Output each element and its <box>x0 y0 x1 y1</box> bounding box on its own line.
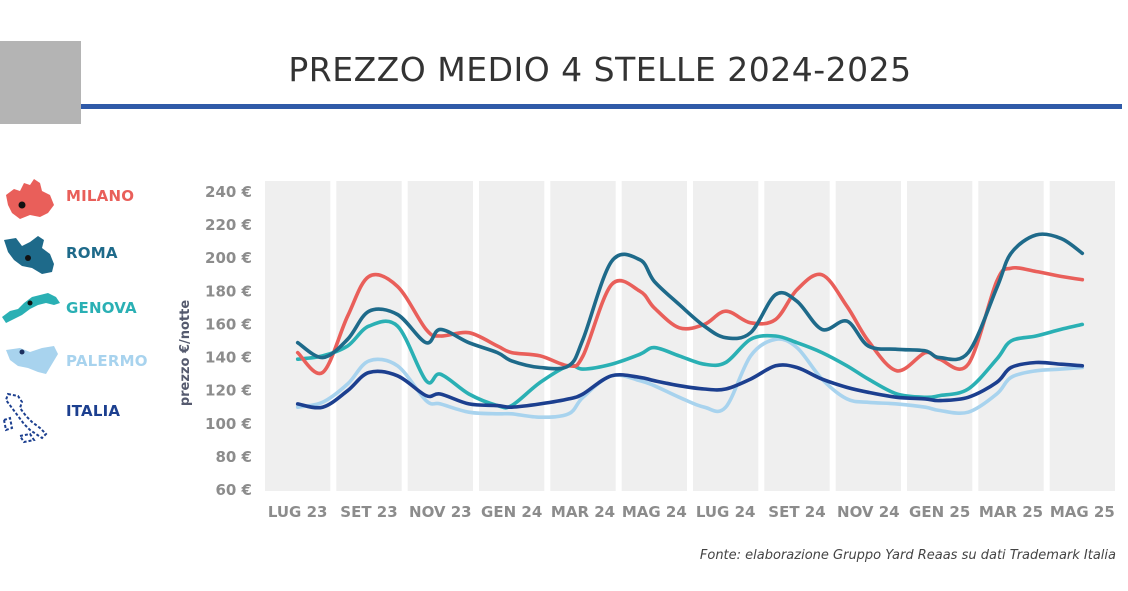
series-lines <box>295 232 1085 419</box>
legend-item-palermo: PALERMO <box>0 340 170 384</box>
x-tick-label: MAR 24 <box>551 503 615 521</box>
y-tick-label: 180 € <box>205 282 252 300</box>
x-tick-label: SET 23 <box>340 503 397 521</box>
palermo-map-icon <box>6 346 58 374</box>
x-tick-label: MAR 25 <box>979 503 1043 521</box>
legend-item-roma: ROMA <box>0 232 170 276</box>
roma-map-icon <box>4 236 54 274</box>
plot-background <box>265 181 1115 491</box>
milano-map-icon <box>6 179 54 219</box>
x-axis-ticks: LUG 23 SET 23 NOV 23 GEN 24 MAR 24 MAG 24 LUG … <box>268 503 1115 521</box>
y-tick-label: 80 € <box>215 448 252 466</box>
title-underline <box>81 104 1122 109</box>
y-tick-label: 240 € <box>205 183 252 201</box>
x-tick-label: NOV 24 <box>837 503 900 521</box>
genova-map-icon <box>2 293 60 323</box>
y-axis-label: prezzo €/notte <box>178 300 193 407</box>
legend-item-milano: MILANO <box>0 175 170 219</box>
plot-column <box>1049 181 1115 491</box>
y-tick-label: 140 € <box>205 349 252 367</box>
x-tick-label: GEN 25 <box>909 503 970 521</box>
x-tick-label: MAG 25 <box>1050 503 1115 521</box>
y-axis-ticks: 60 € 80 € 100 € 120 € 140 € 160 € 180 € 200 € 22… <box>205 183 252 499</box>
legend-label-milano: MILANO <box>66 187 135 205</box>
y-tick-label: 100 € <box>205 415 252 433</box>
y-tick-label: 200 € <box>205 249 252 267</box>
legend-label-italia: ITALIA <box>66 402 121 420</box>
y-tick-label: 220 € <box>205 216 252 234</box>
series-line-genova <box>295 319 1085 410</box>
legend-label-roma: ROMA <box>66 244 118 262</box>
legend-label-palermo: PALERMO <box>66 352 148 370</box>
x-tick-label: LUG 24 <box>696 503 756 521</box>
italia-map-icon <box>2 392 48 444</box>
plot-column <box>265 181 331 491</box>
legend-item-italia: ITALIA <box>0 390 170 446</box>
x-tick-label: NOV 23 <box>409 503 472 521</box>
x-tick-label: MAG 24 <box>622 503 687 521</box>
plot-column <box>907 181 973 491</box>
plot-column <box>336 181 402 491</box>
series-line-roma <box>295 232 1085 371</box>
plot-column <box>835 181 901 491</box>
series-line-palermo <box>295 337 1085 419</box>
header-grey-block <box>0 41 81 124</box>
x-tick-label: GEN 24 <box>481 503 542 521</box>
source-note: Fonte: elaborazione Gruppo Yard Reaas su… <box>699 548 1116 563</box>
y-tick-label: 160 € <box>205 315 252 333</box>
legend-item-genova: GENOVA <box>0 287 170 331</box>
chart-title: PREZZO MEDIO 4 STELLE 2024-2025 <box>288 50 912 89</box>
series-line-italia <box>295 360 1085 410</box>
plot-column <box>479 181 545 491</box>
y-tick-label: 60 € <box>215 481 252 499</box>
plot-column <box>621 181 687 491</box>
x-tick-label: SET 24 <box>768 503 825 521</box>
legend-label-genova: GENOVA <box>66 299 137 317</box>
x-tick-label: LUG 23 <box>268 503 328 521</box>
y-tick-label: 120 € <box>205 382 252 400</box>
